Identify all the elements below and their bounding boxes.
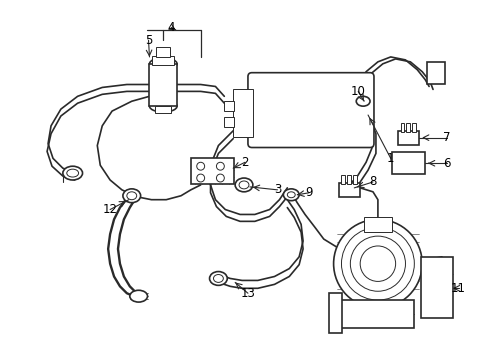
Bar: [156, 47, 170, 57]
Text: 1: 1: [386, 152, 394, 165]
Text: 10: 10: [350, 85, 365, 98]
Bar: [152, 56, 174, 65]
Bar: [400, 123, 404, 132]
Bar: [406, 123, 409, 132]
Bar: [149, 64, 177, 106]
Bar: [224, 117, 234, 127]
Bar: [338, 183, 360, 197]
Bar: [426, 62, 444, 84]
Ellipse shape: [149, 100, 177, 112]
Ellipse shape: [209, 271, 227, 285]
Ellipse shape: [239, 181, 248, 189]
Bar: [328, 293, 342, 333]
FancyBboxPatch shape: [247, 73, 373, 148]
Ellipse shape: [122, 189, 141, 203]
Ellipse shape: [349, 236, 405, 291]
Ellipse shape: [196, 162, 204, 170]
Text: 11: 11: [450, 282, 465, 295]
Ellipse shape: [216, 162, 224, 170]
Bar: [155, 106, 171, 113]
Bar: [352, 175, 357, 184]
Ellipse shape: [283, 189, 299, 201]
Ellipse shape: [67, 169, 79, 177]
Bar: [340, 300, 413, 328]
Bar: [224, 101, 234, 111]
Bar: [341, 175, 345, 184]
Ellipse shape: [341, 227, 413, 300]
Bar: [346, 175, 350, 184]
Text: 6: 6: [442, 157, 449, 170]
Bar: [420, 257, 452, 318]
Bar: [190, 158, 234, 184]
Bar: [391, 152, 424, 174]
Ellipse shape: [196, 174, 204, 182]
Text: 3: 3: [273, 183, 281, 196]
Bar: [233, 89, 252, 137]
Text: 13: 13: [240, 287, 255, 300]
Ellipse shape: [235, 178, 252, 192]
Text: 4: 4: [167, 21, 175, 34]
Ellipse shape: [360, 246, 395, 282]
Ellipse shape: [213, 275, 223, 282]
Ellipse shape: [216, 174, 224, 182]
Ellipse shape: [333, 219, 421, 308]
Text: 12: 12: [102, 203, 118, 216]
Ellipse shape: [356, 96, 369, 106]
Bar: [364, 217, 391, 232]
Ellipse shape: [129, 290, 147, 302]
Ellipse shape: [149, 58, 177, 70]
Bar: [411, 123, 415, 132]
Text: 9: 9: [305, 186, 312, 199]
Text: 2: 2: [241, 156, 248, 169]
Ellipse shape: [63, 166, 82, 180]
Text: 8: 8: [368, 175, 376, 189]
Text: 5: 5: [144, 34, 152, 47]
Text: 7: 7: [442, 131, 449, 144]
Ellipse shape: [126, 192, 137, 200]
Ellipse shape: [287, 192, 295, 198]
Bar: [397, 131, 418, 145]
